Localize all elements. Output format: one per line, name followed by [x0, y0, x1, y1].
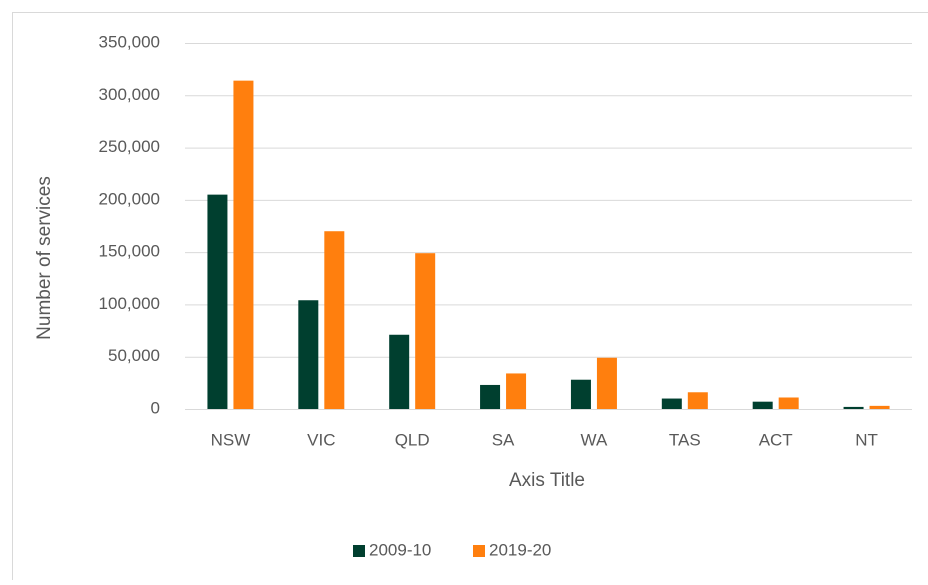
bar: [298, 300, 318, 409]
x-tick-label: TAS: [669, 430, 701, 449]
legend-swatch: [353, 545, 365, 557]
bar: [415, 253, 435, 409]
bar: [688, 392, 708, 409]
y-tick-label: 150,000: [99, 242, 160, 261]
bar: [233, 81, 253, 409]
y-tick-label: 250,000: [99, 137, 160, 156]
x-tick-label: QLD: [395, 430, 430, 449]
x-tick-label: VIC: [307, 430, 335, 449]
bar: [389, 335, 409, 409]
legend-label: 2019-20: [489, 540, 551, 559]
bar: [779, 397, 799, 409]
bar: [480, 385, 500, 409]
bar: [870, 406, 890, 409]
y-tick-label: 100,000: [99, 294, 160, 313]
legend-swatch: [473, 545, 485, 557]
bar: [844, 407, 864, 409]
x-tick-label: SA: [492, 430, 515, 449]
y-tick-label: 350,000: [99, 32, 160, 51]
x-tick-label: NSW: [211, 430, 251, 449]
bar: [571, 380, 591, 409]
bar: [506, 373, 526, 409]
bar: [207, 195, 227, 409]
bar: [597, 358, 617, 409]
x-tick-label: NT: [855, 430, 878, 449]
x-tick-label: ACT: [759, 430, 793, 449]
legend-label: 2009-10: [369, 540, 431, 559]
x-axis-title: Axis Title: [509, 470, 585, 491]
y-tick-label: 300,000: [99, 85, 160, 104]
y-axis-title: Number of services: [34, 176, 55, 340]
y-tick-label: 200,000: [99, 189, 160, 208]
y-tick-label: 50,000: [108, 346, 160, 365]
x-tick-label: WA: [581, 430, 608, 449]
bar: [324, 231, 344, 409]
bar: [662, 399, 682, 409]
bar: [753, 402, 773, 409]
y-tick-label: 0: [151, 398, 160, 417]
